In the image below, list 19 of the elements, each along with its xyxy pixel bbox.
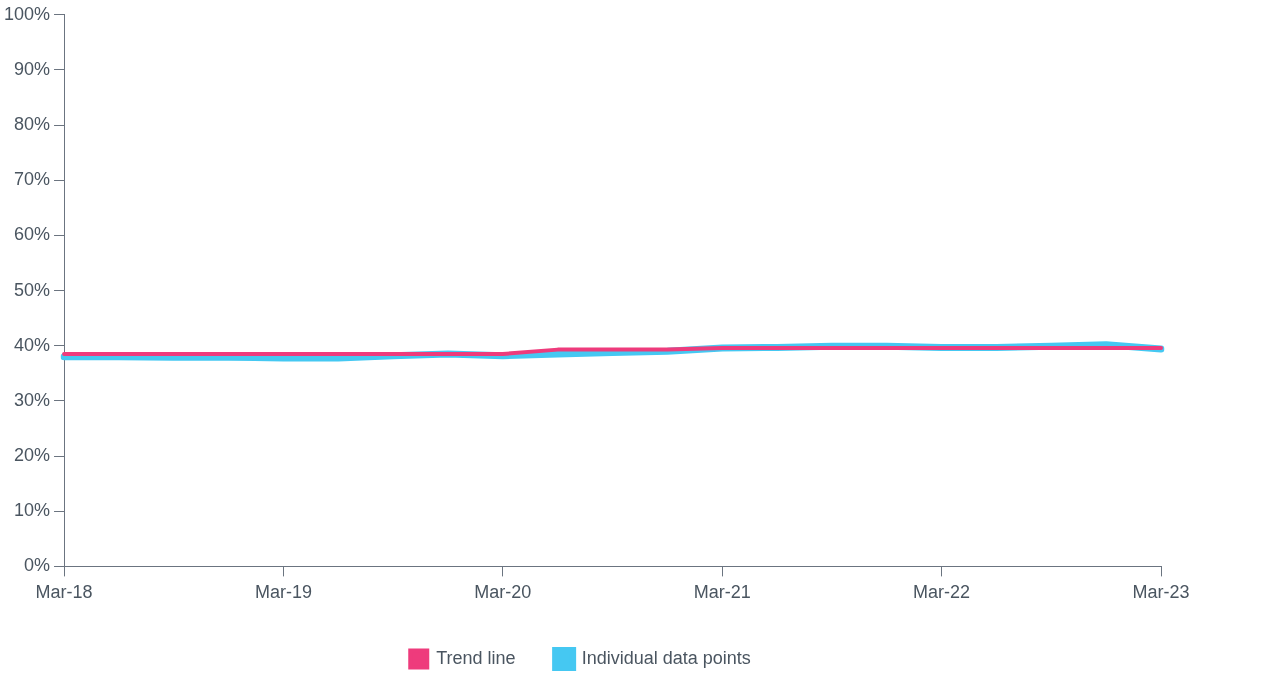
x-tick-label: Mar-22 bbox=[913, 582, 971, 603]
x-tick-label: Mar-20 bbox=[474, 582, 532, 603]
legend-label: Trend line bbox=[436, 647, 516, 668]
y-tick-label: 90% bbox=[14, 58, 51, 79]
y-tick-label: 20% bbox=[14, 445, 51, 466]
legend-label: Individual data points bbox=[581, 647, 751, 668]
x-tick-label: Mar-23 bbox=[1132, 582, 1190, 603]
y-tick-label: 70% bbox=[14, 169, 51, 190]
y-tick-label: 80% bbox=[14, 114, 51, 135]
x-tick-label: Mar-19 bbox=[254, 582, 312, 603]
y-tick-label: 100% bbox=[3, 3, 51, 24]
x-tick-label: Mar-21 bbox=[693, 582, 751, 603]
x-tick-label: Mar-18 bbox=[35, 582, 93, 603]
y-tick-label: 30% bbox=[14, 389, 51, 410]
y-tick-label: 10% bbox=[14, 500, 51, 521]
y-tick-label: 0% bbox=[24, 555, 51, 576]
y-tick-label: 60% bbox=[14, 224, 51, 245]
y-tick-label: 50% bbox=[14, 279, 51, 300]
y-tick-label: 40% bbox=[14, 334, 51, 355]
